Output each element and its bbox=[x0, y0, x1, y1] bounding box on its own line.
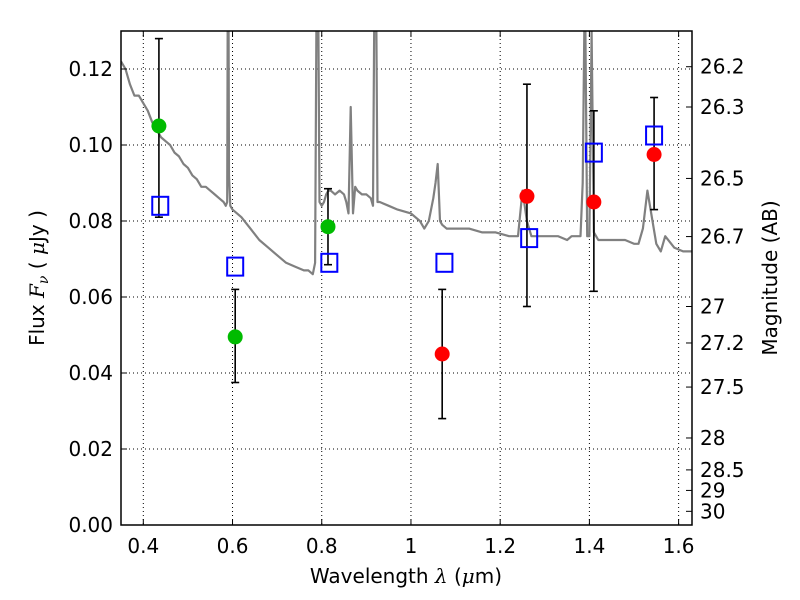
right-tick-label: 28.5 bbox=[700, 458, 745, 482]
y-tick-label: 0.12 bbox=[68, 57, 113, 81]
x-tick-label: 0.8 bbox=[306, 534, 338, 558]
model-square bbox=[320, 252, 339, 273]
right-tick-label: 27.2 bbox=[700, 331, 745, 355]
data-point bbox=[646, 147, 662, 162]
y-tick-label: 0.00 bbox=[68, 513, 113, 537]
model-square bbox=[151, 195, 170, 216]
data-markers bbox=[151, 118, 664, 362]
right-tick-label: 27 bbox=[700, 295, 725, 319]
data-point bbox=[151, 118, 167, 134]
grid bbox=[121, 31, 692, 526]
right-tick-label: 26.2 bbox=[700, 55, 745, 79]
model-spectrum bbox=[121, 31, 692, 276]
spectrum-line bbox=[121, 31, 692, 276]
y-axis-label: Flux Fν ( μJy ) bbox=[25, 210, 52, 346]
y-axis-ticks: 0.00 0.02 0.04 0.06 0.08 0.10 0.12 bbox=[68, 57, 127, 537]
model-square bbox=[435, 252, 454, 273]
x-tick-label: 1.2 bbox=[484, 534, 516, 558]
model-square bbox=[645, 125, 664, 146]
x-tick-label: 1 bbox=[405, 534, 418, 558]
plot-frame bbox=[120, 30, 693, 526]
x-tick-label: 0.6 bbox=[217, 534, 249, 558]
y-tick-label: 0.02 bbox=[68, 437, 113, 461]
model-square bbox=[226, 256, 245, 277]
data-point bbox=[434, 346, 450, 362]
right-tick-label: 26.3 bbox=[700, 95, 745, 119]
x-axis-label: Wavelength λ (μm) bbox=[310, 564, 502, 588]
data-point bbox=[227, 329, 243, 345]
model-square bbox=[520, 228, 539, 249]
x-tick-label: 1.4 bbox=[573, 534, 605, 558]
y-tick-label: 0.10 bbox=[68, 133, 113, 157]
right-tick-label: 26.7 bbox=[700, 225, 745, 249]
data-point bbox=[320, 219, 336, 235]
x-axis-ticks: 0.4 0.6 0.8 1 1.2 1.4 1.6 bbox=[127, 31, 695, 558]
x-tick-label: 1.6 bbox=[663, 534, 695, 558]
right-tick-label: 27.5 bbox=[700, 375, 745, 399]
right-tick-label: 28 bbox=[700, 426, 725, 450]
y-tick-label: 0.06 bbox=[68, 285, 113, 309]
right-axis-label: Magnitude (AB) bbox=[758, 200, 782, 355]
x-tick-label: 0.4 bbox=[127, 534, 159, 558]
model-square bbox=[584, 142, 603, 163]
y-tick-label: 0.08 bbox=[68, 209, 113, 233]
right-tick-label: 30 bbox=[700, 499, 725, 523]
data-point bbox=[519, 188, 535, 204]
right-tick-label: 29 bbox=[700, 478, 725, 502]
right-tick-label: 26.5 bbox=[700, 166, 745, 190]
y-tick-label: 0.04 bbox=[68, 361, 113, 385]
data-point bbox=[586, 194, 602, 210]
